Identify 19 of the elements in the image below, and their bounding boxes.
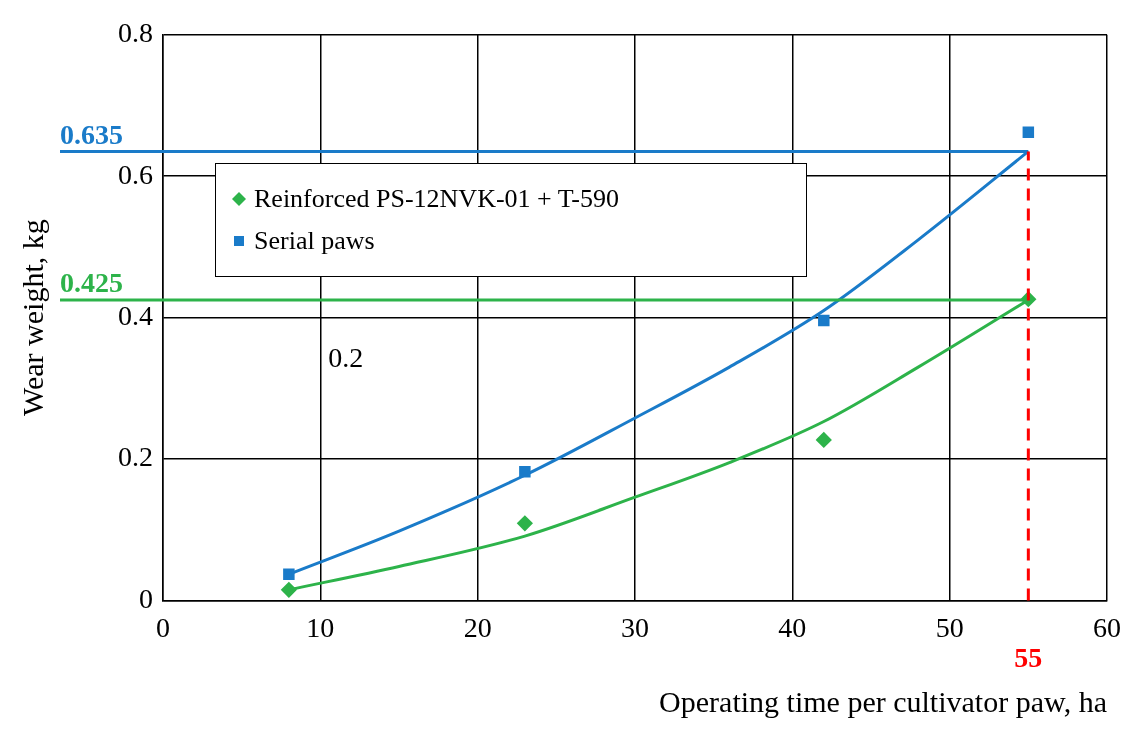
y-tick-label: 0.4: [118, 299, 153, 331]
y-tick-label: 0.8: [118, 17, 153, 49]
x-axis-title: Operating time per cultivator paw, ha: [659, 684, 1107, 718]
ref-line-label: 55: [1014, 641, 1043, 673]
y-tick-label: 0.2: [118, 441, 153, 473]
y-tick-label: 0.6: [118, 158, 153, 190]
annotation: 0.2: [328, 342, 364, 374]
x-tick-label: 30: [621, 611, 649, 643]
x-tick-label: 40: [778, 611, 807, 643]
legend-label: Reinforced PS-12NVK-01 + T-590: [254, 184, 619, 214]
x-tick-label: 10: [306, 611, 335, 643]
legend-label: Serial paws: [254, 226, 375, 256]
x-tick-label: 20: [463, 611, 492, 643]
ref-line-label: 0.635: [60, 118, 123, 150]
y-axis-title: Wear weight, kg: [15, 219, 49, 416]
x-tick-label: 50: [935, 611, 964, 643]
ref-line-label: 0.425: [60, 267, 123, 299]
y-tick-label: 0: [139, 582, 153, 614]
x-tick-label: 60: [1093, 611, 1121, 643]
